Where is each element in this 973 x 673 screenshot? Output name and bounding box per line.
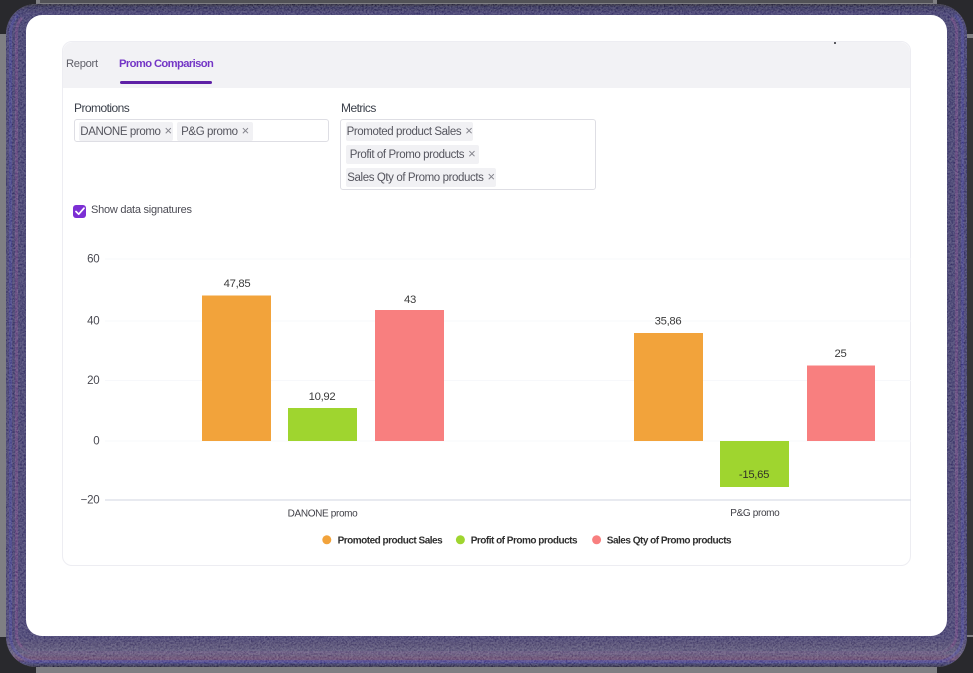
svg-text:43: 43 <box>404 294 416 306</box>
svg-text:-15,65: -15,65 <box>739 469 769 481</box>
svg-text:10,92: 10,92 <box>309 391 336 403</box>
svg-text:P&G promo: P&G promo <box>730 508 780 519</box>
svg-text:47,85: 47,85 <box>224 278 251 290</box>
svg-text:40: 40 <box>87 316 99 328</box>
svg-text:DANONE promo: DANONE promo <box>288 509 358 520</box>
svg-text:60: 60 <box>87 254 99 266</box>
svg-text:0: 0 <box>93 436 99 448</box>
svg-text:Profit of Promo products: Profit of Promo products <box>471 535 578 546</box>
svg-text:25: 25 <box>835 348 847 360</box>
svg-text:20: 20 <box>87 375 99 387</box>
svg-text:35,86: 35,86 <box>655 316 682 328</box>
svg-text:Sales Qty of Promo products: Sales Qty of Promo products <box>607 535 732 546</box>
svg-text:−20: −20 <box>81 495 100 507</box>
svg-text:Promoted product Sales: Promoted product Sales <box>338 535 444 546</box>
